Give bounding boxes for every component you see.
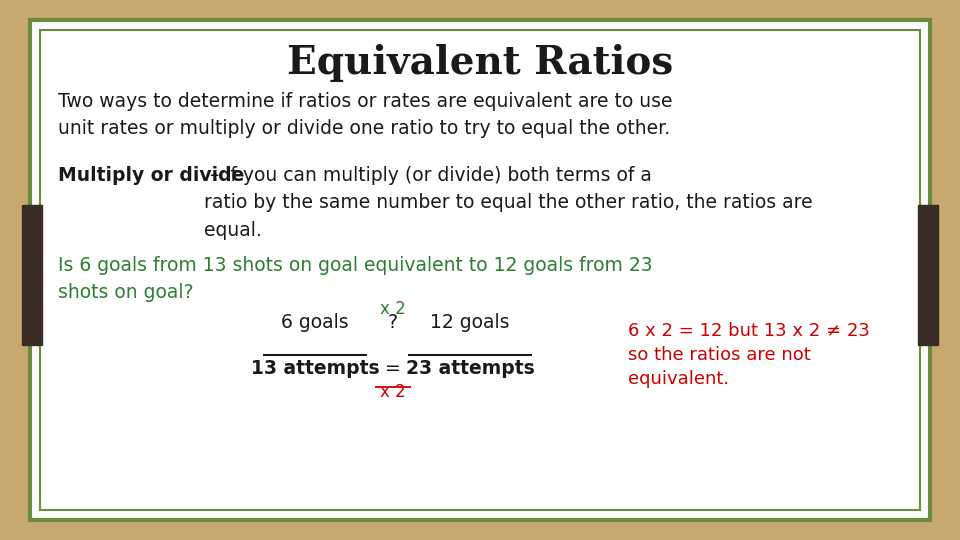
Text: Multiply or divide: Multiply or divide: [58, 166, 245, 185]
Text: 12 goals: 12 goals: [430, 313, 510, 332]
Text: 6 goals: 6 goals: [281, 313, 348, 332]
Text: x 2: x 2: [380, 300, 406, 318]
Text: 6 x 2 = 12 but 13 x 2 ≠ 23: 6 x 2 = 12 but 13 x 2 ≠ 23: [628, 322, 870, 340]
Bar: [22, 205, 42, 345]
Text: 13 attempts: 13 attempts: [251, 359, 379, 378]
Text: Is 6 goals from 13 shots on goal equivalent to 12 goals from 23
shots on goal?: Is 6 goals from 13 shots on goal equival…: [58, 256, 653, 302]
Text: equivalent.: equivalent.: [628, 370, 730, 388]
Text: Two ways to determine if ratios or rates are equivalent are to use
unit rates or: Two ways to determine if ratios or rates…: [58, 92, 673, 138]
Text: Equivalent Ratios: Equivalent Ratios: [287, 44, 673, 82]
Bar: [918, 205, 938, 345]
Text: ?: ?: [388, 313, 398, 332]
Text: =: =: [385, 359, 401, 378]
Text: 23 attempts: 23 attempts: [406, 359, 535, 378]
FancyBboxPatch shape: [30, 20, 930, 520]
Text: – if you can multiply (or divide) both terms of a
ratio by the same number to eq: – if you can multiply (or divide) both t…: [204, 166, 812, 240]
Text: x 2: x 2: [380, 383, 406, 401]
Text: so the ratios are not: so the ratios are not: [628, 346, 811, 364]
